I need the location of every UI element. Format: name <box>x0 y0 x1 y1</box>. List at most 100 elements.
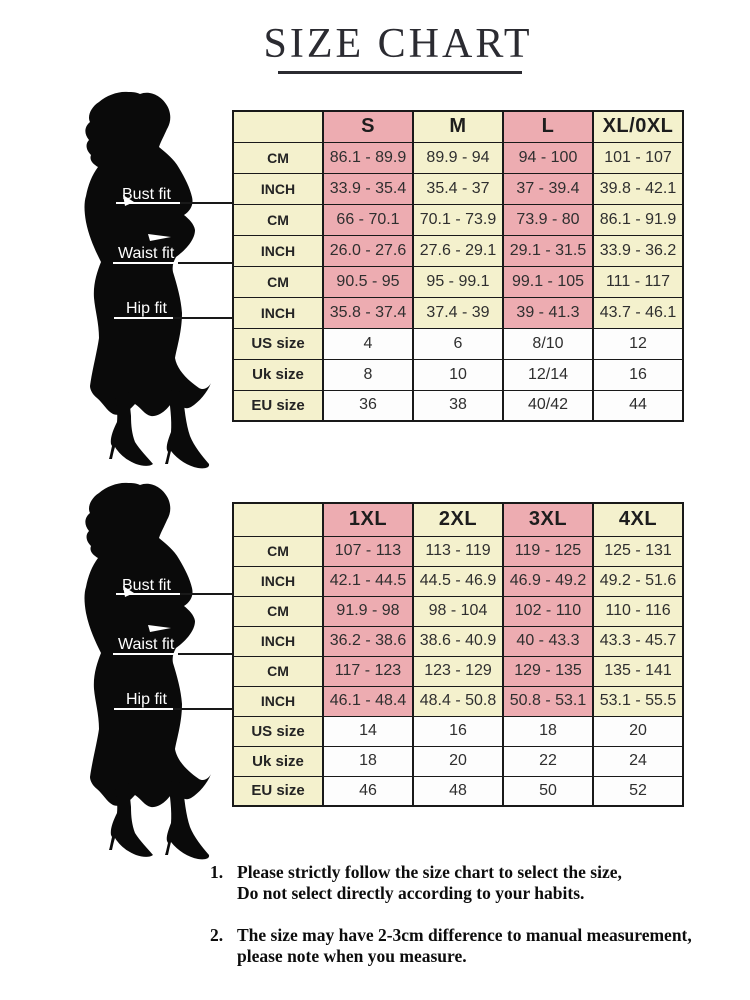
value-cell: 53.1 - 55.5 <box>592 685 684 717</box>
value-cell: 12 <box>592 327 684 360</box>
value-cell: 123 - 129 <box>412 655 504 687</box>
bust-fit-underline <box>116 202 180 204</box>
value-cell: 20 <box>592 715 684 747</box>
value-cell: 42.1 - 44.5 <box>322 565 414 597</box>
waist-fit-underline <box>113 262 178 264</box>
value-cell: 86.1 - 91.9 <box>592 203 684 236</box>
value-cell: 12/14 <box>502 358 594 391</box>
size-column-header: S <box>322 110 414 143</box>
row-label: CM <box>232 203 324 236</box>
value-cell: 37 - 39.4 <box>502 172 594 205</box>
value-cell: 8/10 <box>502 327 594 360</box>
value-cell: 35.4 - 37 <box>412 172 504 205</box>
row-label: INCH <box>232 296 324 329</box>
row-label: INCH <box>232 625 324 657</box>
value-cell: 27.6 - 29.1 <box>412 234 504 267</box>
value-cell: 29.1 - 31.5 <box>502 234 594 267</box>
value-cell: 10 <box>412 358 504 391</box>
note-item: 2. The size may have 2-3cm difference to… <box>210 925 750 967</box>
corner-cell <box>232 502 324 537</box>
value-cell: 38.6 - 40.9 <box>412 625 504 657</box>
waist-fit-label: Waist fit <box>118 245 175 262</box>
row-label: CM <box>232 141 324 174</box>
value-cell: 50.8 - 53.1 <box>502 685 594 717</box>
table-row: Uk size 8 10 12/14 16 <box>232 358 684 391</box>
value-cell: 4 <box>322 327 414 360</box>
size-table-1xl-to-4xl: 1XL 2XL 3XL 4XL CM 107 - 113 113 - 119 119 - 12… <box>232 502 684 807</box>
value-cell: 70.1 - 73.9 <box>412 203 504 236</box>
size-column-header: 1XL <box>322 502 414 537</box>
size-column-header: M <box>412 110 504 143</box>
note-line: Do not select directly according to your… <box>237 883 585 903</box>
value-cell: 86.1 - 89.9 <box>322 141 414 174</box>
bust-fit-leader-line <box>180 202 232 204</box>
value-cell: 102 - 110 <box>502 595 594 627</box>
waist-fit-label: Waist fit <box>118 636 175 653</box>
note-number: 1. <box>210 862 224 882</box>
size-column-header: L <box>502 110 594 143</box>
table-row: US size 14 16 18 20 <box>232 715 684 747</box>
value-cell: 38 <box>412 389 504 422</box>
value-cell: 20 <box>412 745 504 777</box>
value-cell: 48 <box>412 775 504 807</box>
hip-fit-leader-line <box>173 708 232 710</box>
value-cell: 89.9 - 94 <box>412 141 504 174</box>
value-cell: 107 - 113 <box>322 535 414 567</box>
table-row: CM 91.9 - 98 98 - 104 102 - 110 110 - 116 <box>232 595 684 627</box>
value-cell: 40/42 <box>502 389 594 422</box>
value-cell: 43.3 - 45.7 <box>592 625 684 657</box>
value-cell: 50 <box>502 775 594 807</box>
woman-silhouette <box>84 91 211 469</box>
table-row: CM 117 - 123 123 - 129 129 - 135 135 - 141 <box>232 655 684 687</box>
hip-fit-leader-line <box>173 317 232 319</box>
table-row: US size 4 6 8/10 12 <box>232 327 684 360</box>
value-cell: 24 <box>592 745 684 777</box>
table-row: INCH 36.2 - 38.6 38.6 - 40.9 40 - 43.3 43.3 … <box>232 625 684 657</box>
table-row: EU size 46 48 50 52 <box>232 775 684 807</box>
value-cell: 18 <box>322 745 414 777</box>
waist-fit-leader-line <box>178 653 232 655</box>
value-cell: 73.9 - 80 <box>502 203 594 236</box>
note-text: The size may have 2-3cm difference to ma… <box>237 925 692 967</box>
table-row: CM 107 - 113 113 - 119 119 - 125 125 - 131 <box>232 535 684 567</box>
bust-fit-label: Bust fit <box>122 186 171 203</box>
value-cell: 125 - 131 <box>592 535 684 567</box>
value-cell: 26.0 - 27.6 <box>322 234 414 267</box>
note-line: Please strictly follow the size chart to… <box>237 862 622 882</box>
row-label: INCH <box>232 685 324 717</box>
note-number: 2. <box>210 925 224 945</box>
value-cell: 46 <box>322 775 414 807</box>
value-cell: 44.5 - 46.9 <box>412 565 504 597</box>
value-cell: 33.9 - 36.2 <box>592 234 684 267</box>
row-label: INCH <box>232 234 324 267</box>
table-row: INCH 26.0 - 27.6 27.6 - 29.1 29.1 - 31.5 33.… <box>232 234 684 267</box>
value-cell: 52 <box>592 775 684 807</box>
bust-fit-label: Bust fit <box>122 577 171 594</box>
value-cell: 8 <box>322 358 414 391</box>
row-label: CM <box>232 655 324 687</box>
value-cell: 46.1 - 48.4 <box>322 685 414 717</box>
row-label: EU size <box>232 389 324 422</box>
value-cell: 94 - 100 <box>502 141 594 174</box>
value-cell: 95 - 99.1 <box>412 265 504 298</box>
bust-fit-leader-line <box>180 593 232 595</box>
table-row: CM 90.5 - 95 95 - 99.1 99.1 - 105 111 - 117 <box>232 265 684 298</box>
value-cell: 117 - 123 <box>322 655 414 687</box>
value-cell: 99.1 - 105 <box>502 265 594 298</box>
value-cell: 35.8 - 37.4 <box>322 296 414 329</box>
value-cell: 14 <box>322 715 414 747</box>
value-cell: 36.2 - 38.6 <box>322 625 414 657</box>
row-label: US size <box>232 715 324 747</box>
value-cell: 119 - 125 <box>502 535 594 567</box>
size-table-s-to-xl: S M L XL/0XL CM 86.1 - 89.9 89.9 - 94 94 - 100 1… <box>232 110 684 422</box>
value-cell: 40 - 43.3 <box>502 625 594 657</box>
value-cell: 135 - 141 <box>592 655 684 687</box>
row-label: INCH <box>232 565 324 597</box>
value-cell: 43.7 - 46.1 <box>592 296 684 329</box>
row-label: Uk size <box>232 745 324 777</box>
hip-fit-label: Hip fit <box>126 691 167 708</box>
table-row: CM 86.1 - 89.9 89.9 - 94 94 - 100 101 - 107 <box>232 141 684 174</box>
size-column-header: 3XL <box>502 502 594 537</box>
value-cell: 48.4 - 50.8 <box>412 685 504 717</box>
corner-cell <box>232 110 324 143</box>
